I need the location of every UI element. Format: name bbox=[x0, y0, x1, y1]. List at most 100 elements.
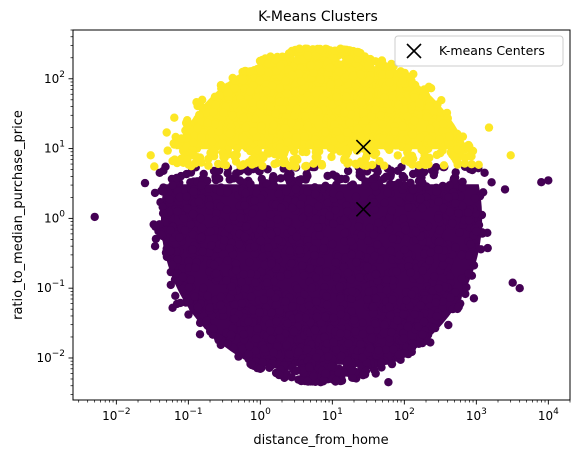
data-point bbox=[271, 54, 280, 64]
data-point bbox=[287, 226, 297, 236]
data-point bbox=[343, 268, 353, 278]
data-point bbox=[345, 55, 354, 64]
data-point bbox=[446, 293, 455, 302]
data-point bbox=[227, 282, 236, 291]
data-point bbox=[345, 118, 354, 128]
data-point bbox=[241, 122, 250, 132]
data-point bbox=[314, 201, 323, 211]
data-point bbox=[216, 201, 225, 211]
data-point bbox=[230, 153, 240, 162]
data-point bbox=[408, 218, 417, 228]
data-point bbox=[330, 120, 339, 129]
data-point bbox=[340, 368, 349, 377]
data-point bbox=[209, 324, 218, 333]
data-point bbox=[197, 103, 207, 112]
data-point bbox=[440, 309, 450, 319]
data-point bbox=[274, 151, 283, 160]
data-point bbox=[292, 366, 301, 376]
data-point bbox=[476, 245, 486, 254]
data-point bbox=[219, 108, 228, 118]
data-point bbox=[445, 272, 455, 282]
data-point bbox=[245, 257, 254, 267]
data-point bbox=[212, 209, 221, 218]
data-point bbox=[386, 246, 395, 255]
data-point bbox=[388, 234, 397, 243]
data-point-outlier bbox=[515, 284, 524, 293]
data-point bbox=[470, 194, 480, 203]
data-point bbox=[197, 133, 206, 142]
data-point bbox=[371, 148, 381, 158]
data-point bbox=[371, 294, 381, 303]
data-point-outlier bbox=[140, 178, 150, 188]
data-point bbox=[311, 189, 320, 199]
data-point bbox=[356, 70, 365, 79]
data-point bbox=[246, 292, 256, 301]
data-point bbox=[150, 188, 160, 198]
data-point bbox=[220, 235, 229, 245]
data-point bbox=[237, 299, 247, 308]
data-point bbox=[370, 105, 380, 114]
data-point bbox=[230, 100, 240, 109]
data-point bbox=[273, 214, 282, 224]
data-point bbox=[407, 151, 417, 160]
data-point bbox=[296, 175, 306, 184]
data-point bbox=[305, 140, 314, 150]
data-point bbox=[424, 82, 434, 92]
data-point bbox=[399, 214, 408, 223]
data-point bbox=[438, 252, 447, 262]
data-point bbox=[288, 70, 297, 80]
data-point bbox=[246, 269, 255, 278]
data-point bbox=[394, 350, 404, 359]
data-point bbox=[344, 158, 354, 167]
data-point bbox=[439, 203, 448, 213]
data-point bbox=[228, 111, 237, 120]
data-point bbox=[298, 147, 307, 157]
data-point bbox=[433, 214, 443, 223]
data-point bbox=[268, 81, 277, 90]
data-point bbox=[281, 76, 290, 86]
data-point bbox=[365, 325, 375, 334]
data-point bbox=[282, 131, 292, 140]
data-point bbox=[255, 56, 265, 66]
data-point bbox=[290, 111, 299, 120]
data-point bbox=[282, 186, 291, 196]
data-point bbox=[466, 240, 475, 249]
data-point bbox=[348, 71, 358, 81]
data-point bbox=[235, 176, 244, 185]
data-point bbox=[255, 76, 265, 85]
data-point bbox=[239, 330, 248, 339]
data-point bbox=[310, 251, 319, 260]
data-point bbox=[416, 133, 425, 142]
data-point bbox=[364, 91, 373, 100]
data-point bbox=[184, 256, 193, 266]
data-point bbox=[429, 170, 438, 180]
data-point bbox=[357, 231, 366, 240]
data-point bbox=[483, 243, 492, 253]
data-point bbox=[362, 161, 371, 171]
data-point bbox=[456, 192, 465, 201]
data-point bbox=[381, 172, 391, 181]
data-point bbox=[428, 323, 438, 333]
data-point bbox=[355, 168, 364, 177]
data-point bbox=[361, 116, 370, 125]
data-point bbox=[203, 118, 212, 128]
data-point bbox=[467, 160, 476, 169]
data-point bbox=[419, 317, 429, 327]
data-point bbox=[265, 363, 274, 372]
data-point bbox=[242, 222, 251, 231]
data-point bbox=[449, 152, 459, 162]
data-point bbox=[380, 320, 389, 330]
data-point bbox=[151, 222, 160, 231]
data-point bbox=[435, 135, 444, 144]
data-point bbox=[168, 181, 177, 190]
data-point bbox=[218, 138, 227, 148]
data-point bbox=[355, 273, 364, 282]
data-point bbox=[234, 240, 244, 249]
data-point bbox=[343, 166, 353, 176]
data-point bbox=[435, 226, 444, 235]
data-point bbox=[184, 310, 193, 319]
data-point bbox=[303, 51, 313, 60]
data-point bbox=[209, 107, 218, 117]
data-point bbox=[285, 246, 295, 255]
data-point bbox=[306, 61, 316, 70]
